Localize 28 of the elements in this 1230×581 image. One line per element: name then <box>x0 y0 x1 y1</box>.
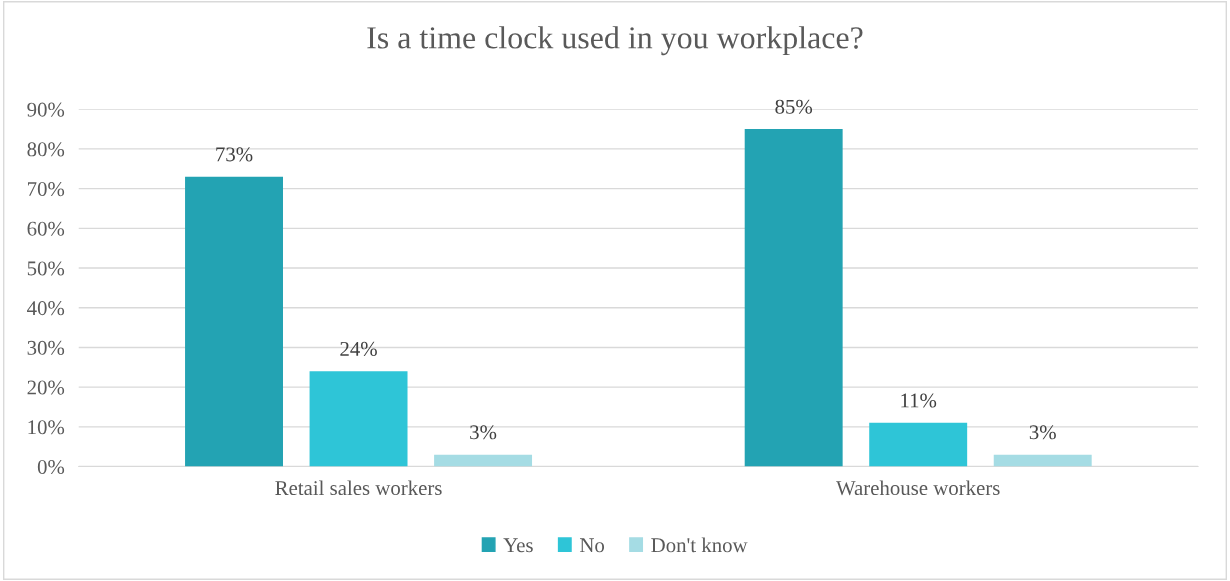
data-label: 24% <box>340 341 377 356</box>
y-tick-label: 50% <box>27 261 65 276</box>
y-tick-label: 30% <box>27 340 65 355</box>
legend-label: No <box>579 538 605 553</box>
y-tick-label: 20% <box>27 380 65 395</box>
y-tick-label: 0% <box>37 459 65 475</box>
legend-label: Don't know <box>651 537 748 553</box>
chart-title: Is a time clock used in you workplace? <box>367 26 863 56</box>
data-label: 3% <box>1029 425 1056 440</box>
bar <box>309 371 408 467</box>
bar <box>434 454 533 467</box>
x-tick-label: Warehouse workers <box>836 480 1000 496</box>
bar <box>869 422 968 467</box>
y-tick-label: 80% <box>27 142 65 157</box>
y-tick-label: 60% <box>27 221 65 236</box>
bar <box>744 129 843 467</box>
legend-label: Yes <box>503 538 533 553</box>
data-label: 85% <box>775 99 813 114</box>
data-label: 11% <box>901 393 937 408</box>
y-tick-label: 90% <box>27 102 65 117</box>
bar <box>185 176 283 467</box>
data-label: 3% <box>470 425 497 440</box>
bar <box>993 454 1092 467</box>
x-tick-label: Retail sales workers <box>275 480 442 496</box>
y-tick-label: 70% <box>28 182 65 197</box>
y-tick-label: 10% <box>28 420 65 435</box>
y-tick-label: 40% <box>27 301 65 316</box>
data-label: 73% <box>216 147 253 162</box>
